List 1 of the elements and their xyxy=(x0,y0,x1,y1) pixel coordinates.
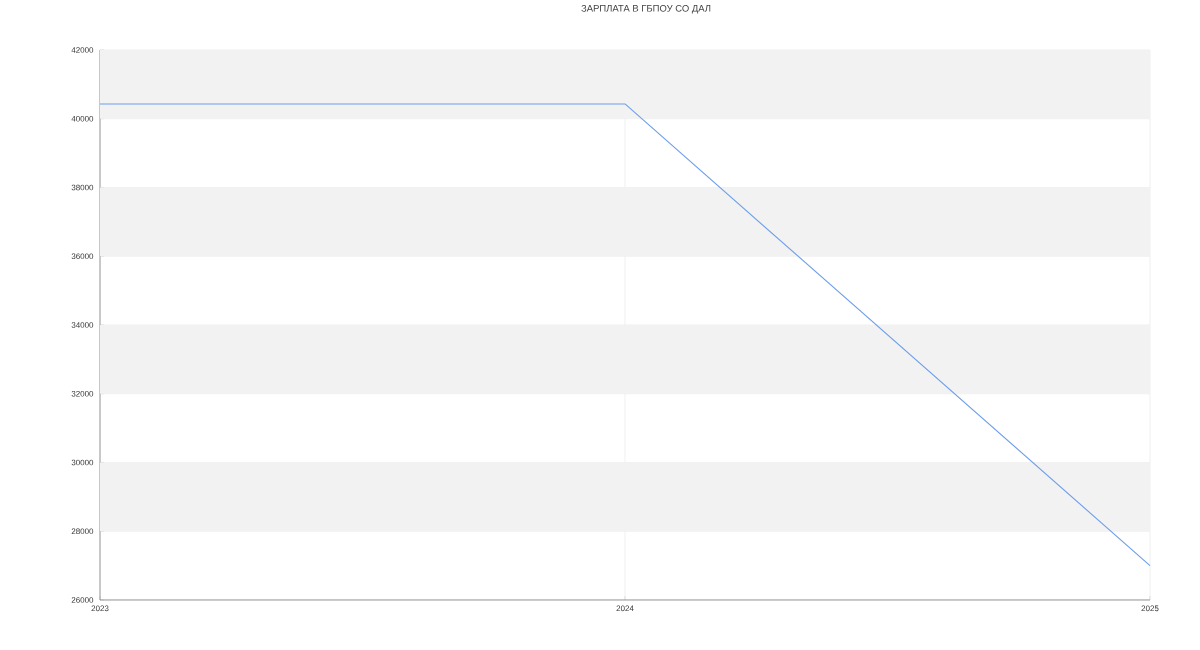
chart-title: ЗАРПЛАТА В ГБПОУ СО ДАЛ xyxy=(581,4,711,14)
